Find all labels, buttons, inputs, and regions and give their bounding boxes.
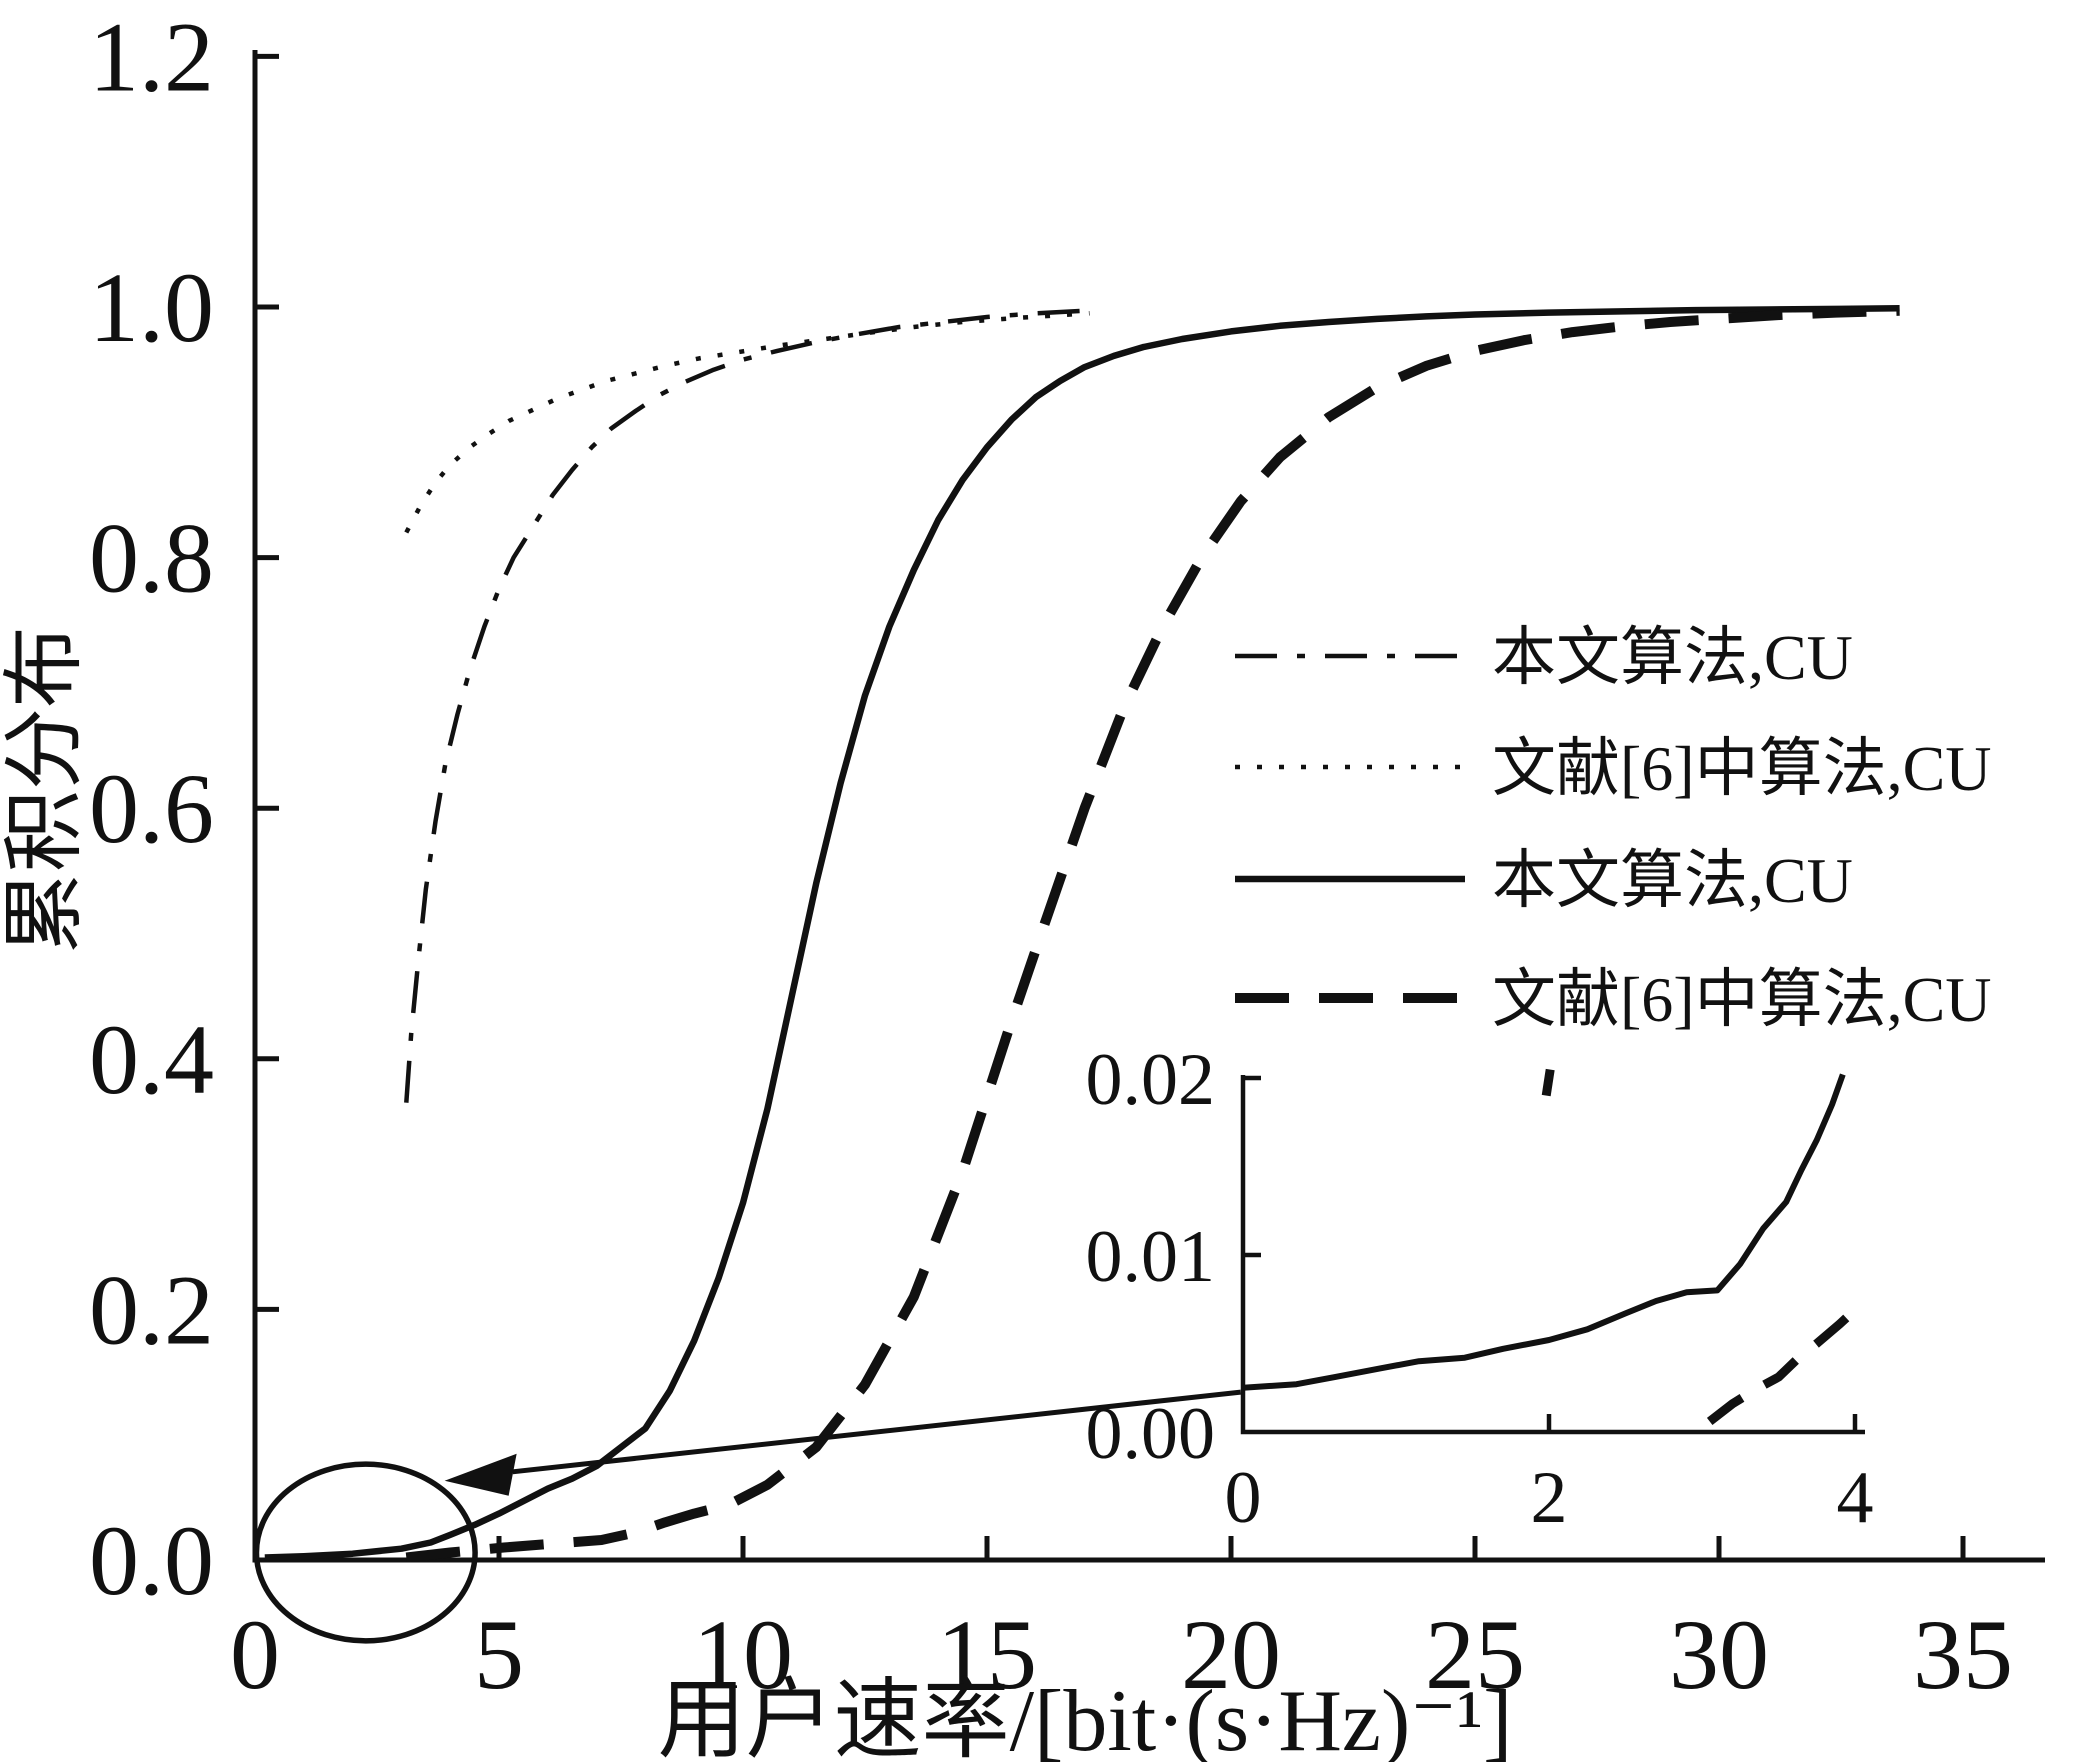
legend-label: 文献[6]中算法,CU: [1492, 733, 1992, 804]
main-tick-labels: 0 5 10 15 20 25 30 350.00.20.40.60.81.01.2: [89, 1, 2013, 1710]
y-axis-title: 累积分布: [0, 626, 90, 954]
x-tick-label: 30: [1669, 1599, 1769, 1710]
y-tick-label: 0.8: [89, 503, 214, 614]
y-tick-label: 0.6: [89, 753, 214, 864]
x-tick-label: 35: [1913, 1599, 2013, 1710]
inset-curve-solid-0: [1243, 1073, 1846, 1391]
curve-dotted-1: [404, 311, 1090, 534]
x-tick-label: 15: [937, 1599, 1037, 1710]
x-tick-label: 25: [1425, 1599, 1525, 1710]
curve-dashed-3: [405, 305, 1900, 1563]
x-tick-label: 0: [230, 1599, 280, 1710]
inset-y-tick-label: 0.02: [1086, 1039, 1216, 1121]
x-tick-label: 10: [693, 1599, 793, 1710]
main-curves: [264, 305, 1900, 1563]
inset-plot: 0 2 4 0.00 0.01 0.02: [1086, 1039, 1874, 1539]
y-tick-label: 1.0: [89, 252, 214, 363]
inset-x-tick-label: 4: [1837, 1457, 1874, 1539]
inset-y-tick-label: 0.01: [1086, 1216, 1216, 1298]
legend-item: 文献[6]中算法,CU: [1235, 964, 1992, 1035]
annotations: [253, 1068, 1555, 1644]
axis-lines: [252, 50, 2045, 1563]
x-axis-title: 用户速率/[bit·(s·Hz)⁻¹]: [658, 1673, 1513, 1762]
y-tick-label: 0.2: [89, 1254, 214, 1365]
inset-curve-dashed-1: [1706, 1306, 1859, 1425]
inset-pointer-line: [512, 1389, 1242, 1475]
stray-ink-mark: [1541, 1068, 1555, 1097]
y-tick-label: 0.4: [89, 1004, 214, 1115]
x-tick-label: 20: [1181, 1599, 1281, 1710]
inset-y-tick-label: 0.00: [1086, 1393, 1216, 1475]
main-axis-ticks: [252, 53, 1966, 1563]
legend-label: 本文算法,CU: [1492, 845, 1853, 916]
legend: 本文算法,CU 文献[6]中算法,CU 本文算法,CU 文献[6]中算法,CU: [1235, 622, 1992, 1035]
origin-region-ellipse: [253, 1461, 478, 1644]
legend-item: 本文算法,CU: [1235, 845, 1853, 916]
curve-solid-2: [264, 305, 1900, 1561]
x-tick-label: 5: [474, 1599, 524, 1710]
inset-axis-lines: [1240, 1075, 1865, 1435]
y-tick-label: 1.2: [89, 1, 214, 112]
inset-x-tick-label: 2: [1531, 1457, 1568, 1539]
arrowhead-icon: [444, 1453, 517, 1496]
curve-dashdot-0: [404, 308, 1100, 1103]
legend-label: 本文算法,CU: [1492, 622, 1853, 693]
y-tick-label: 0.0: [89, 1505, 214, 1616]
inset-x-tick-label: 0: [1225, 1457, 1262, 1539]
legend-item: 本文算法,CU: [1235, 622, 1853, 693]
legend-item: 文献[6]中算法,CU: [1235, 733, 1992, 804]
legend-label: 文献[6]中算法,CU: [1492, 964, 1992, 1035]
main-axes: [252, 50, 2045, 1563]
